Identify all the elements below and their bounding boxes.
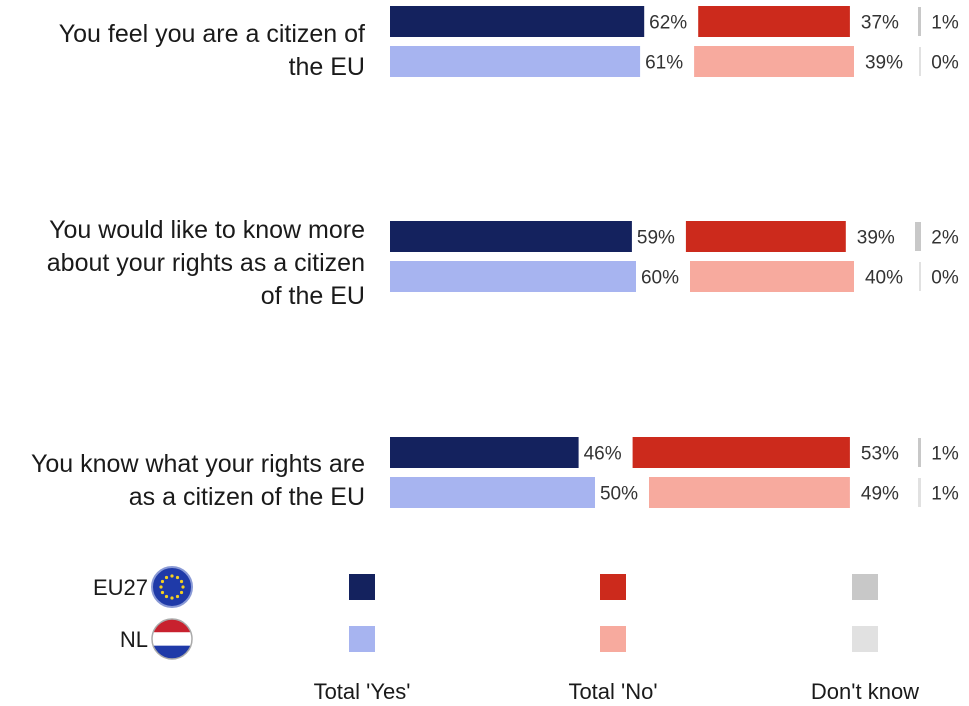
category-label: You feel you are a citizen of (59, 20, 365, 48)
value-label-no: 37% (861, 13, 899, 34)
legend-swatch (600, 574, 626, 600)
legend-series-label: Don't know (811, 679, 919, 704)
value-label-no: 40% (865, 268, 903, 289)
netherlands-flag-icon (151, 618, 193, 660)
legend-series-label: Total 'Yes' (314, 679, 411, 704)
legend-swatch (852, 626, 878, 652)
value-label-dont-know: 0% (931, 53, 959, 74)
legend-swatch (349, 574, 375, 600)
category-label: the EU (289, 53, 365, 81)
value-label-yes: 59% (637, 228, 675, 249)
value-label-no: 49% (861, 484, 899, 505)
bar-dont-know (919, 262, 921, 291)
bar-dont-know (918, 7, 921, 36)
category-label: of the EU (261, 282, 365, 310)
bar-no (649, 477, 850, 508)
bar-no (698, 6, 850, 37)
value-label-dont-know: 1% (931, 13, 959, 34)
category-label: You know what your rights are (31, 450, 365, 478)
legend-series-label: Total 'No' (568, 679, 657, 704)
legend-swatch (349, 626, 375, 652)
value-label-yes: 62% (649, 13, 687, 34)
bar-yes (390, 261, 636, 292)
bar-dont-know (919, 47, 921, 76)
value-label-no: 53% (861, 444, 899, 465)
category-label: as a citizen of the EU (129, 483, 365, 511)
legend-group-label: EU27 (93, 575, 148, 600)
bar-yes (390, 46, 641, 77)
value-label-yes: 60% (641, 268, 679, 289)
value-label-dont-know: 0% (931, 268, 959, 289)
value-label-yes: 61% (645, 53, 683, 74)
value-label-dont-know: 1% (931, 484, 959, 505)
bar-dont-know (918, 438, 921, 467)
value-label-dont-know: 2% (931, 228, 959, 249)
category-label: You would like to know more (49, 216, 365, 244)
value-label-no: 39% (857, 228, 895, 249)
bar-no (632, 437, 850, 468)
bar-yes (390, 6, 645, 37)
value-label-dont-know: 1% (931, 444, 959, 465)
legend-swatch (600, 626, 626, 652)
bar-no (685, 221, 846, 252)
category-label: about your rights as a citizen (47, 249, 365, 277)
bar-yes (390, 221, 632, 252)
eu-flag-icon (151, 566, 193, 608)
value-label-yes: 46% (584, 444, 622, 465)
value-label-yes: 50% (600, 484, 638, 505)
legend-swatch (852, 574, 878, 600)
legend-group-label: NL (120, 627, 148, 652)
bar-yes (390, 437, 579, 468)
bar-no (694, 46, 854, 77)
bar-no (690, 261, 854, 292)
bar-dont-know (915, 222, 921, 251)
value-label-no: 39% (865, 53, 903, 74)
bar-yes (390, 477, 595, 508)
bar-dont-know (918, 478, 921, 507)
